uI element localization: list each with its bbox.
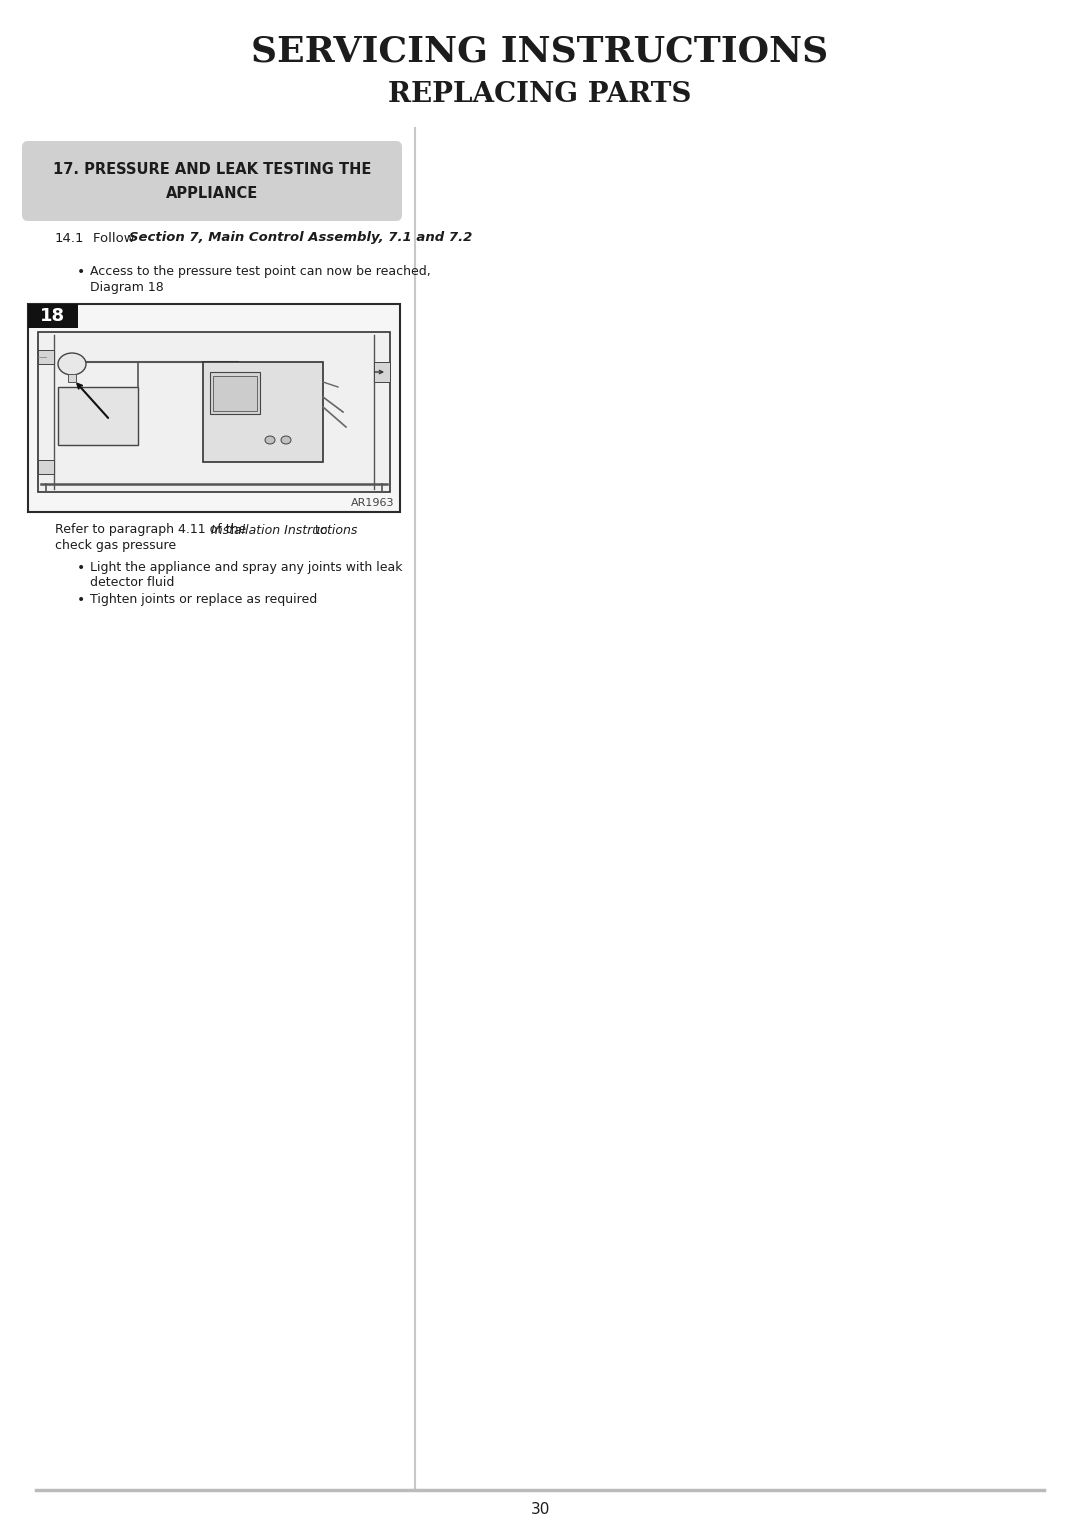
- Text: Light the appliance and spray any joints with leak: Light the appliance and spray any joints…: [90, 562, 403, 574]
- Text: Tighten joints or replace as required: Tighten joints or replace as required: [90, 594, 318, 606]
- Bar: [28, 304, 78, 328]
- Bar: [38, 460, 54, 473]
- Text: •: •: [77, 560, 85, 576]
- Text: detector fluid: detector fluid: [90, 577, 174, 589]
- Bar: [68, 374, 76, 382]
- Bar: [213, 376, 257, 411]
- Bar: [38, 350, 54, 363]
- Text: REPLACING PARTS: REPLACING PARTS: [389, 81, 691, 108]
- Text: AR1963: AR1963: [351, 498, 394, 508]
- Text: Refer to paragraph 4.11 of the: Refer to paragraph 4.11 of the: [55, 524, 251, 536]
- Ellipse shape: [58, 353, 86, 376]
- Bar: [38, 331, 390, 492]
- Text: Access to the pressure test point can now be reached,: Access to the pressure test point can no…: [90, 266, 431, 278]
- Bar: [374, 362, 390, 382]
- Text: •: •: [77, 592, 85, 608]
- Ellipse shape: [281, 437, 291, 444]
- Text: Follow: Follow: [93, 232, 139, 244]
- Text: •: •: [77, 266, 85, 279]
- Text: SERVICING INSTRUCTIONS: SERVICING INSTRUCTIONS: [252, 35, 828, 69]
- Text: 18: 18: [40, 307, 66, 325]
- Text: Diagram 18: Diagram 18: [90, 281, 164, 293]
- Text: 30: 30: [530, 1503, 550, 1518]
- Text: to: to: [311, 524, 327, 536]
- Text: APPLIANCE: APPLIANCE: [166, 185, 258, 200]
- Text: 18: 18: [40, 307, 66, 325]
- Bar: [203, 362, 323, 463]
- Text: 17. PRESSURE AND LEAK TESTING THE: 17. PRESSURE AND LEAK TESTING THE: [53, 162, 372, 177]
- Text: Installation Instructions: Installation Instructions: [211, 524, 357, 536]
- FancyBboxPatch shape: [22, 140, 402, 221]
- Bar: [210, 373, 260, 414]
- Bar: [28, 304, 78, 328]
- Bar: [28, 304, 400, 512]
- Text: Section 7, Main Control Assembly, 7.1 and 7.2: Section 7, Main Control Assembly, 7.1 an…: [129, 232, 472, 244]
- Ellipse shape: [265, 437, 275, 444]
- Text: check gas pressure: check gas pressure: [55, 539, 176, 553]
- Text: 14.1: 14.1: [55, 232, 84, 244]
- Bar: [58, 386, 138, 444]
